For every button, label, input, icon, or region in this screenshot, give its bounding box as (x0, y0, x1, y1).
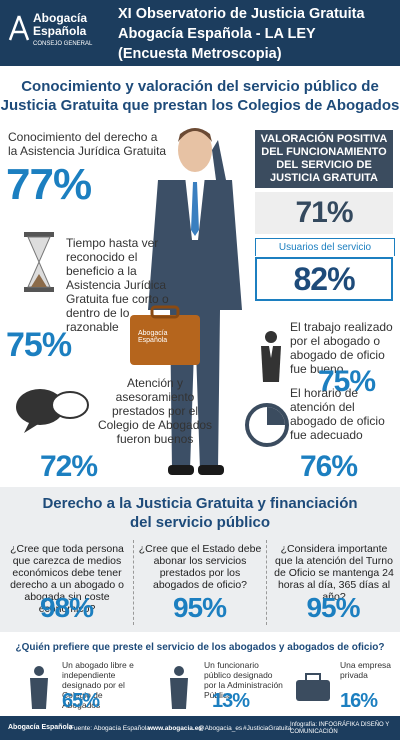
panel-sub-value: 82% (255, 257, 393, 301)
stat-value: 75% (318, 365, 376, 398)
briefcase-label: Abogacía Española (138, 330, 168, 344)
stat-label: El horario de atención del abogado de of… (290, 386, 385, 442)
footer-web: www.abogacia.es (148, 725, 202, 732)
footer-credit: Infografía: INFOGRÁFIKA DISEÑO Y COMUNIC… (290, 722, 390, 735)
separator (133, 540, 134, 625)
option: Un funcionario público designado por la … (204, 660, 283, 700)
lawyer-icon (261, 331, 281, 382)
section-title: ¿Quién prefiere que preste el servicio d… (15, 642, 385, 653)
panel-title: VALORACIÓN POSITIVA DEL FUNCIONAMIENTO D… (255, 130, 393, 188)
question-value: 95% (306, 592, 360, 623)
separator (266, 540, 267, 625)
logo-text: Española (33, 24, 87, 38)
logo-icon (8, 15, 30, 41)
stat-value: 75% (6, 326, 72, 364)
footer-source: Fuente: Abogacía Española (70, 725, 150, 732)
section-title: Justicia Gratuita que prestan los Colegi… (0, 97, 400, 114)
stat-value: 72% (40, 450, 98, 483)
title: Abogacía Española - LA LEY (118, 26, 316, 42)
header (0, 0, 400, 66)
title: XI Observatorio de Justicia Gratuita (118, 6, 365, 22)
section-title: Conocimiento y valoración del servicio p… (21, 78, 379, 95)
footer-logo: Abogacía Española (8, 724, 73, 731)
footer-hashtag: #JusticiaGratuita (243, 725, 292, 732)
briefcase-icon (296, 673, 330, 701)
footer (0, 716, 400, 740)
option: Una empresa privada (340, 660, 392, 680)
panel-value: 71% (255, 192, 393, 234)
question: ¿Cree que el Estado debe abonar los serv… (138, 543, 262, 591)
section-bg (0, 487, 400, 632)
question-value: 95% (172, 592, 227, 623)
logo-sub: CONSEJO GENERAL (33, 41, 93, 47)
question: ¿Considera importante que la atención de… (274, 543, 394, 603)
clock-icon (245, 403, 289, 447)
hourglass-icon (24, 232, 54, 292)
option-value: 13% (212, 690, 250, 712)
logo-text: Abogacía (33, 11, 88, 25)
question: ¿Cree que toda persona que carezca de me… (10, 543, 124, 615)
section-title: Derecho a la Justicia Gratuita y financi… (42, 495, 358, 512)
title: (Encuesta Metroscopia) (118, 46, 282, 62)
option-value: 16% (340, 690, 378, 712)
question-value: 98% (39, 592, 94, 623)
stat-value: 77% (6, 160, 92, 209)
stat-label: Atención y asesoramiento prestados por e… (97, 376, 213, 446)
section-title: del servicio público (129, 514, 271, 531)
footer-twitter: @Abogacia_es (198, 725, 243, 732)
option-value: 65% (62, 690, 100, 712)
stat-value: 76% (300, 450, 358, 483)
stat-label: El trabajo realizado por el abogado o ab… (290, 320, 393, 376)
stat-label: Conocimiento del derecho a la Asistencia… (8, 130, 167, 158)
man-figure (130, 128, 242, 475)
stat-label: Tiempo hasta ver reconocido el beneficio… (66, 236, 169, 334)
option: Un abogado libre e independiente designa… (62, 660, 134, 710)
panel-sub-label: Usuarios del servicio (255, 238, 395, 256)
official-icon (170, 666, 188, 709)
speech-icon (16, 389, 89, 433)
lawyer-icon (30, 666, 48, 709)
